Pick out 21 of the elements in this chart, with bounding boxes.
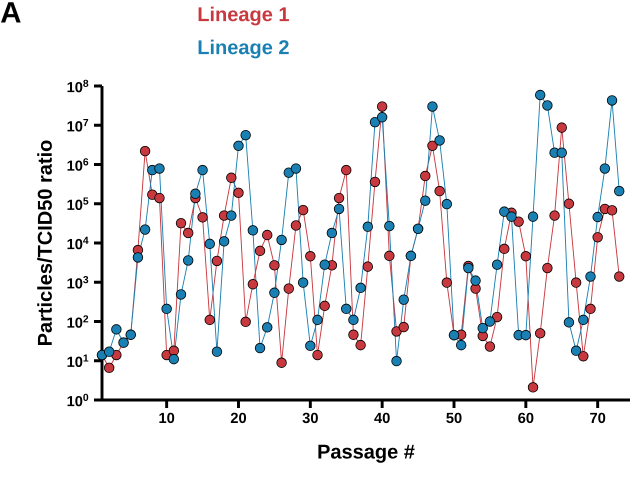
y-tick-label: 10$^{7}$ [68,118,88,132]
x-axis-title: Passage # [318,444,415,463]
text: Lineage 2 [198,40,289,58]
x-tick-label: 30 [302,412,318,424]
x-tick-label: 50 [446,412,462,424]
x-tick-label: 10 [159,412,174,424]
x-tick-label: 60 [518,412,534,424]
y-axis-title: Particles/TCID50 ratio [37,140,52,346]
y-tick-label: 10$^{2}$ [68,315,88,328]
text: Lineage 1 [198,6,289,26]
y-tick-label: 10$^{4}$ [68,236,89,250]
x-tick-label: 70 [590,412,606,424]
y-tick-label: 10$^{0}$ [68,394,88,406]
y-tick-label: 10$^{3}$ [68,276,88,289]
x-tick-label: 20 [230,412,246,424]
y-tick-label: 10$^{1}$ [68,354,88,368]
y-tick-label: 10$^{6}$ [68,158,88,171]
text: A [1,2,21,22]
y-tick-label: 10$^{5}$ [68,197,88,210]
x-tick-label: 40 [374,412,390,424]
y-tick-label: 10$^{8}$ [68,80,88,92]
